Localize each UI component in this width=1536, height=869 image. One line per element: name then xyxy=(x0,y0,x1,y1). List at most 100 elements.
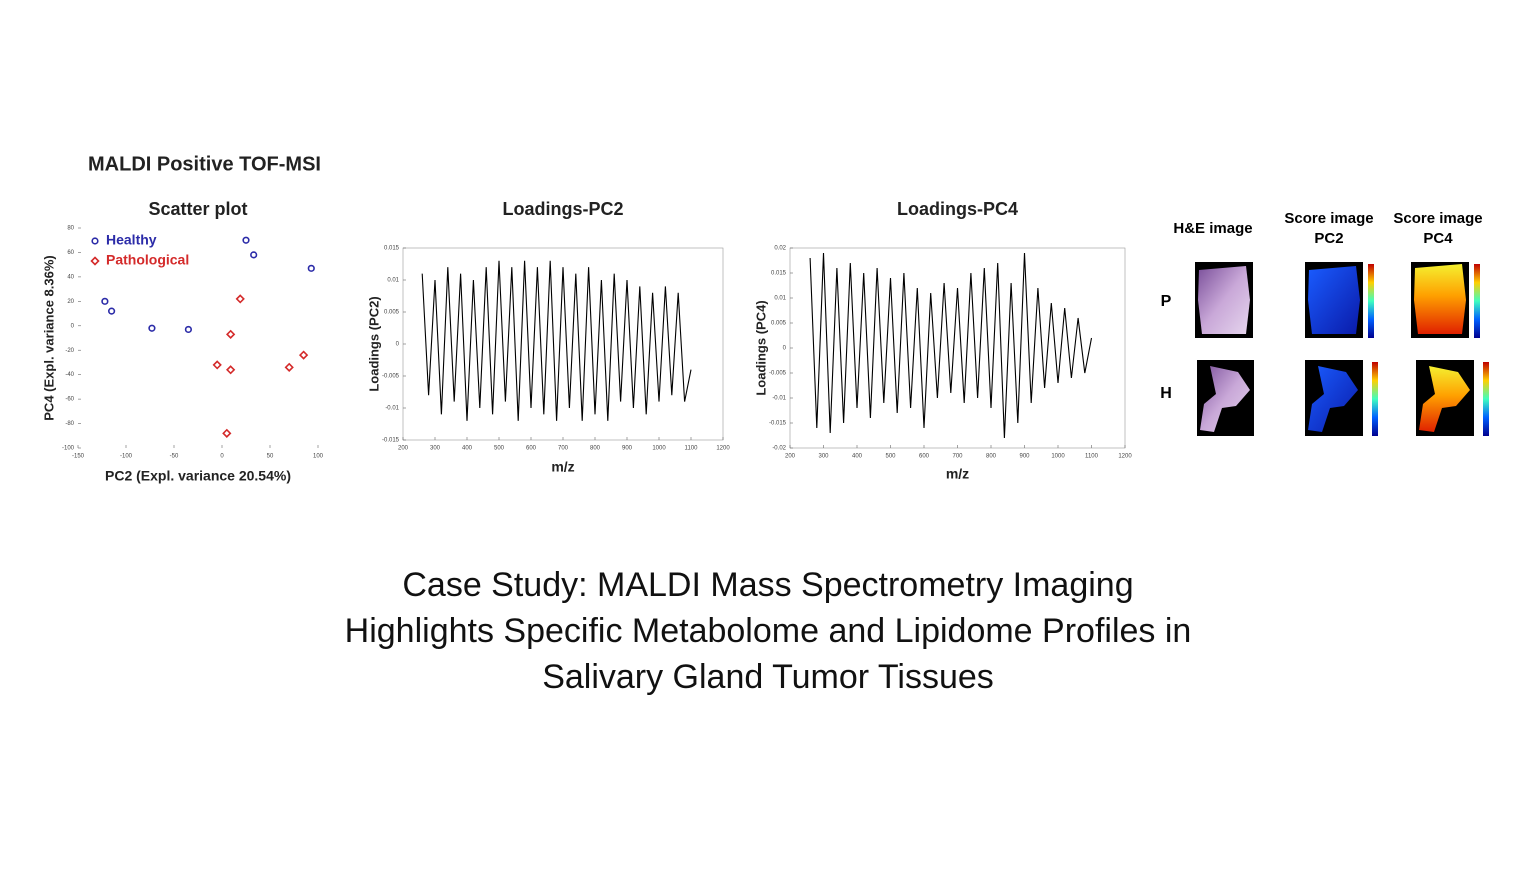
y-tick-label: 60 xyxy=(67,250,74,256)
image-panels: H&E image Score image PC2 Score image PC… xyxy=(1160,210,1489,436)
y-tick-label: 0 xyxy=(396,342,400,348)
y-tick-label: -60 xyxy=(65,397,74,403)
point xyxy=(242,236,250,244)
y-tick-label: 0.005 xyxy=(384,310,400,316)
point xyxy=(226,329,236,339)
y-tick-label: 0.01 xyxy=(387,278,399,284)
y-tick-label: -100 xyxy=(62,446,75,452)
x-tick-label: 300 xyxy=(818,454,829,460)
x-tick-label: 500 xyxy=(885,454,896,460)
y-tick-label: -80 xyxy=(65,421,74,427)
x-tick-label: 50 xyxy=(267,454,274,460)
legend-label: Healthy xyxy=(106,232,157,248)
row-label: H xyxy=(1160,385,1172,402)
x-axis-label: m/z xyxy=(551,459,574,475)
x-tick-label: 900 xyxy=(622,446,633,452)
x-tick-label: 0 xyxy=(220,454,224,460)
x-tick-label: 200 xyxy=(398,446,409,452)
caption-line: Salivary Gland Tumor Tissues xyxy=(542,658,994,696)
panel-header: PC2 xyxy=(1314,230,1343,247)
y-tick-label: -0.01 xyxy=(385,406,399,412)
point xyxy=(250,251,258,259)
chart: Scatter plot PC2 (Expl. variance 20.54%) P… xyxy=(41,199,323,484)
colorbar xyxy=(1483,362,1489,436)
x-tick-label: 600 xyxy=(919,454,930,460)
colorbar xyxy=(1372,362,1378,436)
caption-line: Case Study: MALDI Mass Spectrometry Imag… xyxy=(402,566,1133,604)
point xyxy=(222,428,232,438)
y-tick-label: -0.02 xyxy=(772,446,786,452)
point xyxy=(284,362,294,372)
x-tick-label: 600 xyxy=(526,446,537,452)
x-tick-label: 700 xyxy=(952,454,963,460)
y-tick-label: 40 xyxy=(67,274,74,280)
point xyxy=(184,325,192,334)
panel-header: Score image xyxy=(1393,210,1482,227)
tissue xyxy=(1198,266,1250,334)
x-tick-label: 800 xyxy=(986,454,997,460)
x-tick-label: 800 xyxy=(590,446,601,452)
point xyxy=(212,360,222,370)
x-tick-label: 900 xyxy=(1019,454,1030,460)
point xyxy=(298,350,309,360)
x-tick-label: 1100 xyxy=(685,446,699,452)
chart-title: Scatter plot xyxy=(148,199,247,219)
y-tick-label: -0.01 xyxy=(772,396,786,402)
score-map xyxy=(1419,366,1470,432)
chart-title: Loadings-PC4 xyxy=(897,199,1018,219)
legend-marker xyxy=(90,256,100,266)
score-map xyxy=(1308,366,1358,432)
colorbar xyxy=(1368,264,1374,338)
y-tick-label: -0.015 xyxy=(382,438,400,444)
caption-line: Highlights Specific Metabolome and Lipid… xyxy=(345,612,1192,650)
chart: Loadings-PC4 m/z Loadings (PC4) 200 300 400 50… xyxy=(753,199,1132,482)
x-tick-label: 100 xyxy=(313,454,324,460)
point xyxy=(107,307,116,315)
x-axis-label: PC2 (Expl. variance 20.54%) xyxy=(105,468,291,484)
x-tick-label: 1000 xyxy=(1051,454,1065,460)
x-tick-label: 1200 xyxy=(716,446,730,452)
x-tick-label: 1100 xyxy=(1085,454,1099,460)
legend-marker xyxy=(91,237,99,245)
y-tick-label: 0.015 xyxy=(384,246,400,252)
score-map xyxy=(1414,264,1466,334)
panel-header: PC4 xyxy=(1423,230,1453,247)
y-tick-label: 0.02 xyxy=(774,246,786,252)
point xyxy=(235,294,245,304)
x-tick-label: 500 xyxy=(494,446,505,452)
y-axis-label: Loadings (PC4) xyxy=(753,300,768,395)
point xyxy=(226,365,236,375)
y-tick-label: 0 xyxy=(783,346,787,352)
y-tick-label: -0.005 xyxy=(769,371,787,377)
x-tick-label: -100 xyxy=(120,454,133,460)
y-tick-label: 0 xyxy=(71,323,75,329)
y-tick-label: -40 xyxy=(65,372,74,378)
panel-header: H&E image xyxy=(1173,220,1252,237)
line xyxy=(421,260,692,421)
x-tick-label: 400 xyxy=(852,454,863,460)
point xyxy=(148,324,156,332)
figure-heading: MALDI Positive TOF-MSI xyxy=(88,153,321,175)
row-label: P xyxy=(1161,293,1172,310)
x-tick-label: 1000 xyxy=(652,446,666,452)
score-map xyxy=(1308,266,1360,334)
y-tick-label: 0.01 xyxy=(774,296,786,302)
y-tick-label: -20 xyxy=(65,348,74,354)
chart-title: Loadings-PC2 xyxy=(502,199,623,219)
y-tick-label: 0.005 xyxy=(771,321,787,327)
y-axis-label: PC4 (Expl. variance 8.36%) xyxy=(41,255,56,420)
colorbar xyxy=(1474,264,1480,338)
y-axis-label: Loadings (PC2) xyxy=(366,296,381,391)
panel-header: Score image xyxy=(1284,210,1373,227)
y-tick-label: 0.015 xyxy=(771,271,787,277)
x-axis-label: m/z xyxy=(946,466,969,482)
point xyxy=(307,264,315,272)
y-tick-label: -0.015 xyxy=(769,421,787,427)
y-tick-label: -0.005 xyxy=(382,374,400,380)
legend-label: Pathological xyxy=(106,252,189,268)
x-tick-label: 300 xyxy=(430,446,441,452)
x-tick-label: 400 xyxy=(462,446,473,452)
chart: Loadings-PC2 m/z Loadings (PC2) 200 300 400 50… xyxy=(366,199,730,475)
tissue xyxy=(1200,366,1250,432)
